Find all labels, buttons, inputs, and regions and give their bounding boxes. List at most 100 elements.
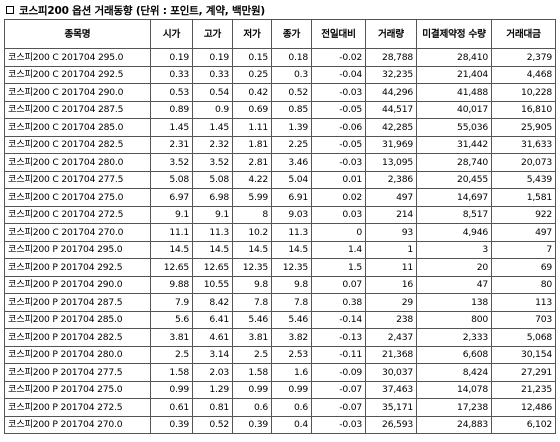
cell-open-interest: 8,517	[416, 205, 492, 224]
cell-open-interest: 138	[416, 293, 492, 312]
cell-name: 코스피200 P 201704 282.5	[4, 328, 151, 347]
cell-open: 3.81	[150, 328, 193, 347]
cell-volume: 29	[365, 293, 417, 312]
cell-trading-value: 30,154	[491, 345, 556, 364]
table-row: 코스피200 C 201704 290.0 0.53 0.54 0.42 0.52 -0.…	[4, 83, 556, 102]
cell-high: 1.45	[192, 118, 233, 137]
cell-open: 0.99	[150, 380, 193, 399]
cell-open: 0.89	[150, 100, 193, 119]
cell-open-interest: 17,238	[416, 398, 492, 417]
cell-high: 0.33	[192, 65, 233, 84]
cell-change: -0.03	[311, 83, 366, 102]
table-row: 코스피200 P 201704 295.0 14.5 14.5 14.5 14.5 1.4…	[4, 240, 556, 259]
cell-name: 코스피200 P 201704 295.0	[4, 240, 151, 259]
cell-change: 0.03	[311, 205, 366, 224]
cell-open-interest: 800	[416, 310, 492, 329]
table-row: 코스피200 C 201704 277.5 5.08 5.08 4.22 5.04 0.0…	[4, 170, 556, 189]
cell-low: 2.5	[232, 345, 272, 364]
cell-trading-value: 5,068	[491, 328, 556, 347]
cell-high: 1.29	[192, 380, 233, 399]
cell-low: 1.11	[232, 118, 272, 137]
cell-high: 11.3	[192, 223, 233, 242]
cell-close: 7.8	[271, 293, 312, 312]
cell-low: 14.5	[232, 240, 272, 259]
cell-volume: 16	[365, 275, 417, 294]
cell-close: 0.4	[271, 415, 312, 434]
cell-close: 3.82	[271, 328, 312, 347]
cell-low: 0.69	[232, 100, 272, 119]
cell-volume: 13,095	[365, 153, 417, 172]
cell-close: 6.91	[271, 188, 312, 207]
cell-name: 코스피200 P 201704 275.0	[4, 380, 151, 399]
cell-volume: 214	[365, 205, 417, 224]
cell-low: 4.22	[232, 170, 272, 189]
cell-volume: 21,368	[365, 345, 417, 364]
cell-change: 0.07	[311, 275, 366, 294]
cell-volume: 37,463	[365, 380, 417, 399]
table-row: 코스피200 C 201704 272.5 9.1 9.1 8 9.03 0.03 214 8…	[4, 205, 556, 224]
cell-open-interest: 6,608	[416, 345, 492, 364]
cell-open: 12.65	[150, 258, 193, 277]
cell-open-interest: 14,697	[416, 188, 492, 207]
cell-trading-value: 31,633	[491, 135, 556, 154]
cell-open-interest: 24,883	[416, 415, 492, 434]
cell-name: 코스피200 P 201704 290.0	[4, 275, 151, 294]
square-bullet-icon	[6, 6, 14, 14]
table-row: 코스피200 P 201704 290.0 9.88 10.55 9.8 9.8 0.07…	[4, 275, 556, 294]
cell-close: 1.6	[271, 363, 312, 382]
cell-high: 0.19	[192, 48, 233, 67]
cell-trading-value: 7	[491, 240, 556, 259]
cell-open-interest: 31,442	[416, 135, 492, 154]
cell-open-interest: 14,078	[416, 380, 492, 399]
cell-low: 5.46	[232, 310, 272, 329]
cell-high: 10.55	[192, 275, 233, 294]
cell-open: 2.5	[150, 345, 193, 364]
cell-trading-value: 69	[491, 258, 556, 277]
cell-volume: 31,969	[365, 135, 417, 154]
cell-trading-value: 10,228	[491, 83, 556, 102]
options-trading-table: 종목명 시가 고가 저가 종가 전일대비 거래량 미결제약정 수량 거래대금 코…	[4, 19, 556, 434]
cell-low: 1.58	[232, 363, 272, 382]
cell-volume: 35,171	[365, 398, 417, 417]
column-header-close: 종가	[271, 19, 312, 49]
cell-trading-value: 4,468	[491, 65, 556, 84]
table-row: 코스피200 C 201704 295.0 0.19 0.19 0.15 0.18 -0.…	[4, 48, 556, 67]
cell-trading-value: 27,291	[491, 363, 556, 382]
cell-change: 1.5	[311, 258, 366, 277]
cell-low: 5.99	[232, 188, 272, 207]
cell-name: 코스피200 P 201704 277.5	[4, 363, 151, 382]
column-header-volume: 거래량	[365, 19, 417, 49]
cell-close: 1.39	[271, 118, 312, 137]
cell-name: 코스피200 C 201704 290.0	[4, 83, 151, 102]
cell-close: 0.6	[271, 398, 312, 417]
cell-open: 0.33	[150, 65, 193, 84]
cell-open-interest: 40,017	[416, 100, 492, 119]
cell-name: 코스피200 C 201704 277.5	[4, 170, 151, 189]
table-row: 코스피200 C 201704 275.0 6.97 6.98 5.99 6.91 0.0…	[4, 188, 556, 207]
column-header-high: 고가	[192, 19, 233, 49]
cell-open-interest: 8,424	[416, 363, 492, 382]
cell-open: 5.6	[150, 310, 193, 329]
cell-trading-value: 113	[491, 293, 556, 312]
cell-name: 코스피200 P 201704 272.5	[4, 398, 151, 417]
cell-high: 8.42	[192, 293, 233, 312]
cell-open-interest: 20	[416, 258, 492, 277]
cell-change: 0.02	[311, 188, 366, 207]
cell-open: 5.08	[150, 170, 193, 189]
cell-open: 1.58	[150, 363, 193, 382]
cell-change: 0	[311, 223, 366, 242]
cell-close: 0.18	[271, 48, 312, 67]
cell-change: -0.07	[311, 398, 366, 417]
cell-name: 코스피200 C 201704 272.5	[4, 205, 151, 224]
cell-open-interest: 2,333	[416, 328, 492, 347]
cell-open-interest: 3	[416, 240, 492, 259]
table-row: 코스피200 P 201704 270.0 0.39 0.52 0.39 0.4 -0.0…	[4, 415, 556, 434]
table-row: 코스피200 P 201704 280.0 2.5 3.14 2.5 2.53 -0.11…	[4, 345, 556, 364]
cell-close: 9.03	[271, 205, 312, 224]
cell-high: 0.52	[192, 415, 233, 434]
cell-high: 6.98	[192, 188, 233, 207]
cell-name: 코스피200 C 201704 280.0	[4, 153, 151, 172]
cell-change: -0.03	[311, 415, 366, 434]
cell-volume: 26,593	[365, 415, 417, 434]
cell-change: -0.14	[311, 310, 366, 329]
